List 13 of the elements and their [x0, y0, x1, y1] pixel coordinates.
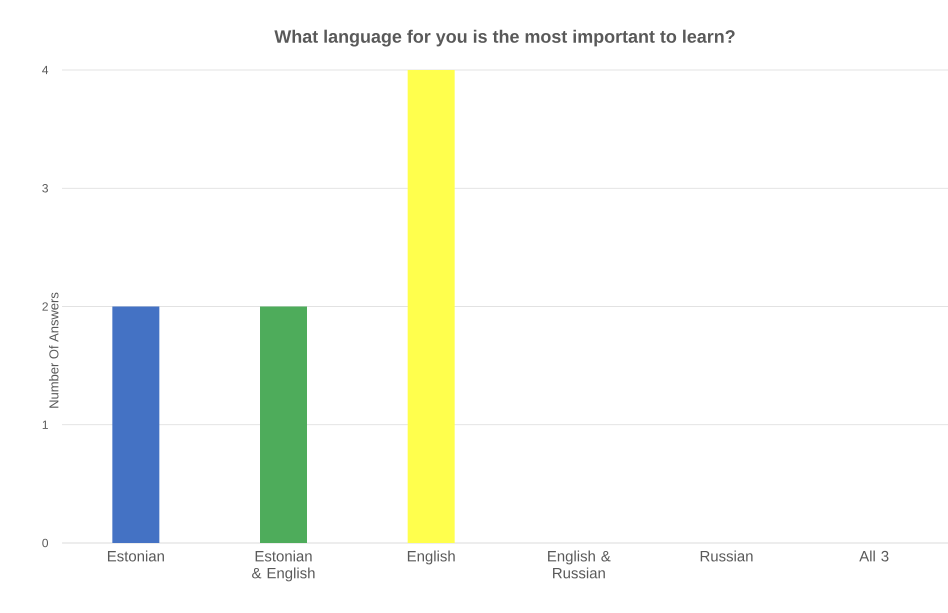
chart-title: What language for you is the most important to learn?: [274, 30, 735, 46]
x-tick-label: English: [408, 550, 455, 564]
y-tick-label: 1: [42, 420, 48, 429]
y-tick-label: 4: [42, 66, 48, 74]
x-tick-label: All 3: [859, 550, 888, 562]
y-tick-label: 3: [42, 184, 48, 192]
x-tick-label: Estonian: [108, 550, 164, 562]
x-tick-label: Russian: [700, 550, 753, 562]
y-axis-title: Number Of Answers: [48, 292, 58, 408]
x-tick-label: Estonian & English: [252, 550, 315, 582]
y-tick-label: 0: [42, 538, 48, 548]
x-tick-label: English & Russian: [548, 550, 611, 578]
y-tick-label: 2: [42, 302, 48, 311]
